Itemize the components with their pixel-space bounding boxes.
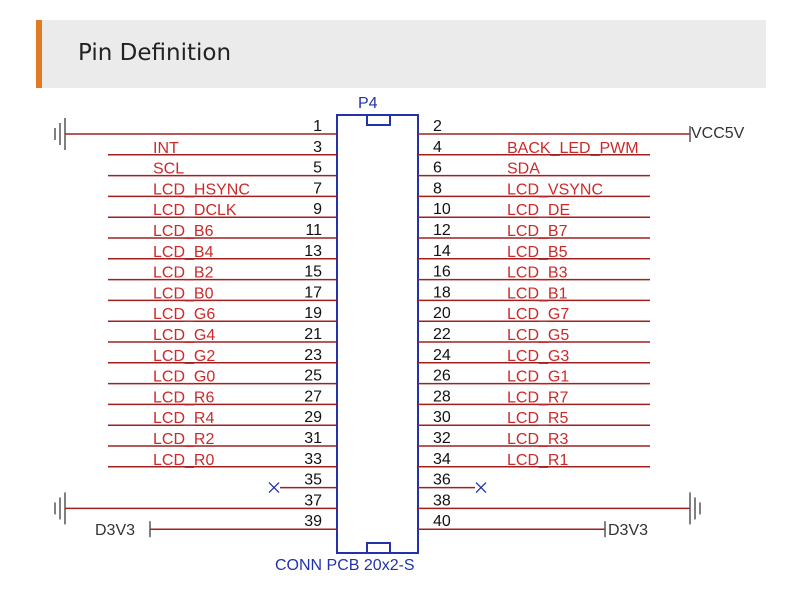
pin-number: 11 — [305, 222, 322, 239]
signal-label: LCD_G7 — [507, 306, 569, 323]
pin-number: 9 — [313, 201, 322, 218]
pin-number: 7 — [313, 180, 322, 197]
pin-number: 4 — [433, 139, 442, 156]
signal-label: LCD_R3 — [507, 431, 568, 448]
signal-label: LCD_G2 — [153, 348, 215, 365]
pin-number: 26 — [433, 368, 451, 385]
connector-part: CONN PCB 20x2-S — [275, 557, 415, 574]
signal-label: LCD_R5 — [507, 410, 568, 427]
pin-number: 28 — [433, 388, 451, 405]
pin-number: 40 — [433, 513, 451, 530]
pin-number: 31 — [304, 430, 322, 447]
no-connect — [475, 482, 487, 494]
pin-number: 33 — [304, 451, 322, 468]
signal-label: LCD_B3 — [507, 265, 568, 282]
signal-label: LCD_B4 — [153, 244, 214, 261]
signal-label: LCD_G5 — [507, 327, 569, 344]
pin-number: 36 — [433, 472, 451, 489]
signal-label: LCD_G1 — [507, 369, 569, 386]
pin-number: 39 — [304, 513, 322, 530]
signal-label: LCD_B2 — [153, 265, 214, 282]
power-label: D3V3 — [608, 522, 648, 539]
signal-label: LCD_B7 — [507, 223, 568, 240]
pin-number: 37 — [304, 492, 322, 509]
pin-number: 10 — [433, 201, 451, 218]
pin-number: 5 — [313, 160, 322, 177]
connector-key — [366, 542, 391, 554]
signal-label: BACK_LED_PWM — [507, 140, 639, 157]
signal-label: LCD_G0 — [153, 369, 215, 386]
signal-label: INT — [153, 140, 179, 157]
pin-number: 29 — [304, 409, 322, 426]
signal-label: LCD_B5 — [507, 244, 568, 261]
pin-number: 16 — [433, 264, 451, 281]
signal-label: SDA — [507, 161, 540, 178]
signal-label: LCD_G6 — [153, 306, 215, 323]
pin-number: 18 — [433, 284, 451, 301]
pin-number: 12 — [433, 222, 451, 239]
pin-number: 14 — [433, 243, 451, 260]
signal-label: LCD_B0 — [153, 285, 214, 302]
signal-label: LCD_B6 — [153, 223, 214, 240]
signal-label: SCL — [153, 161, 184, 178]
connector-key — [366, 114, 391, 126]
pin-number: 15 — [304, 264, 322, 281]
header-title: Pin Definition — [78, 40, 232, 66]
signal-label: LCD_DCLK — [153, 202, 237, 219]
header-bar — [36, 20, 766, 88]
signal-label: LCD_R6 — [153, 389, 214, 406]
power-label: D3V3 — [95, 522, 135, 539]
signal-label: LCD_HSYNC — [153, 181, 250, 198]
pin-number: 1 — [313, 118, 322, 135]
pin-number: 30 — [433, 409, 451, 426]
signal-label: LCD_G4 — [153, 327, 215, 344]
pin-number: 27 — [304, 388, 322, 405]
pin-number: 32 — [433, 430, 451, 447]
pin-number: 25 — [304, 368, 322, 385]
connector-body — [336, 114, 419, 554]
signal-label: LCD_VSYNC — [507, 181, 603, 198]
signal-label: LCD_R1 — [507, 452, 568, 469]
pin-number: 35 — [304, 472, 322, 489]
pin-number: 38 — [433, 492, 451, 509]
signal-label: LCD_R4 — [153, 410, 214, 427]
pin-number: 17 — [304, 284, 322, 301]
signal-label: LCD_R7 — [507, 389, 568, 406]
pin-number: 21 — [304, 326, 322, 343]
pin-number: 22 — [433, 326, 451, 343]
pin-number: 23 — [304, 347, 322, 364]
pin-number: 24 — [433, 347, 451, 364]
pin-number: 13 — [304, 243, 322, 260]
pin-number: 6 — [433, 160, 442, 177]
pin-number: 8 — [433, 180, 442, 197]
pin-number: 2 — [433, 118, 442, 135]
no-connect — [268, 482, 280, 494]
pin-number: 20 — [433, 305, 451, 322]
pin-number: 34 — [433, 451, 451, 468]
power-label: VCC5V — [691, 125, 745, 142]
connector-name: P4 — [358, 95, 378, 112]
signal-label: LCD_DE — [507, 202, 570, 219]
pin-number: 3 — [313, 139, 322, 156]
signal-label: LCD_G3 — [507, 348, 569, 365]
pin-number: 19 — [304, 305, 322, 322]
header-accent — [36, 20, 42, 88]
signal-label: LCD_R0 — [153, 452, 214, 469]
signal-label: LCD_B1 — [507, 285, 568, 302]
signal-label: LCD_R2 — [153, 431, 214, 448]
